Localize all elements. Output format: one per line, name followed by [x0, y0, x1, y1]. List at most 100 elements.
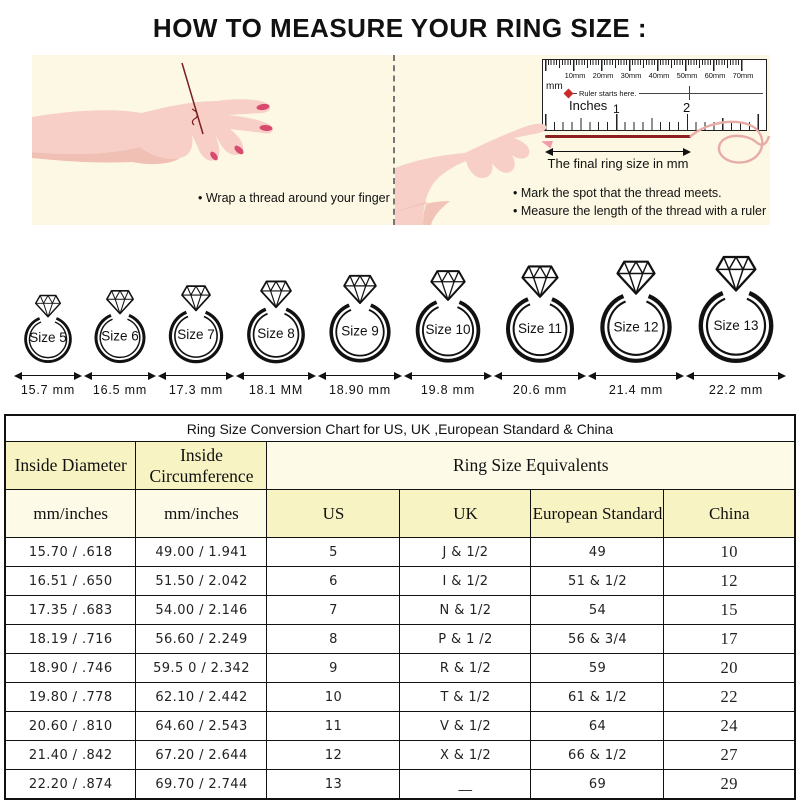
ruler-inches-label: Inches	[569, 98, 608, 113]
table-cell: N & 1/2	[399, 595, 532, 625]
ring-diameter-label: 21.4 mm	[608, 383, 664, 397]
table-row: 20.60 / .810 64.60 / 2.543 11 V & 1/2 64 24	[4, 711, 796, 741]
table-cell: 64.60 / 2.543	[135, 711, 268, 741]
table-cell: 11	[266, 711, 401, 741]
table-cell: 49.00 / 1.941	[135, 537, 268, 567]
final-size-label: The final ring size in mm	[547, 156, 689, 171]
ring-diameter-arrow	[14, 371, 82, 380]
table-cell: 22	[663, 682, 796, 712]
ruler-mm-labels: 10mm 20mm 30mm 40mm 50mm 60mm 70mm	[545, 71, 754, 80]
ring-size-label: Size 7	[177, 327, 215, 342]
ring-item: Size 6 16.5 mm	[84, 286, 156, 397]
ruler: 10mm 20mm 30mm 40mm 50mm 60mm 70mm mm Ruler st…	[542, 59, 767, 131]
table-cell: 51 & 1/2	[530, 566, 665, 596]
step-wrap-thread: Wrap a thread around your finger	[198, 191, 390, 205]
table-cell: 18.19 / .716	[4, 624, 137, 654]
thread-curl-illustration	[689, 120, 770, 164]
header-mm-inches-diameter: mm/inches	[4, 489, 137, 538]
ring-diameter-arrow	[404, 371, 492, 380]
diamond-ring-icon: Size 6	[90, 286, 150, 364]
ring-diameter-arrow	[236, 371, 316, 380]
ring-diameter-label: 18.90 mm	[329, 383, 391, 397]
table-cell: 64	[530, 711, 665, 741]
table-group-header-row: Inside Diameter Inside Circumference Rin…	[4, 441, 796, 490]
table-cell: 17.35 / .683	[4, 595, 137, 625]
table-cell: 15.70 / .618	[4, 537, 137, 567]
step-mark-spot: Mark the spot that the thread meets.	[513, 185, 766, 203]
diamond-ring-icon: Size 9	[324, 270, 396, 364]
final-size-arrow	[545, 147, 691, 156]
ring-item: Size 9 18.90 mm	[318, 270, 402, 397]
ruler-mm-label: 40mm	[648, 71, 670, 80]
ruler-mm-ticks	[545, 60, 743, 72]
thread-on-ruler	[545, 135, 691, 138]
table-cell: 9	[266, 653, 401, 683]
ring-size-label: Size 10	[425, 322, 470, 337]
table-cell: 15	[663, 595, 796, 625]
table-cell: 5	[266, 537, 401, 567]
table-cell: 20.60 / .810	[4, 711, 137, 741]
header-china: China	[663, 489, 796, 538]
ring-diameter-arrow	[158, 371, 234, 380]
table-cell: 56 & 3/4	[530, 624, 665, 654]
diamond-ring-icon: Size 5	[20, 291, 76, 364]
ring-diameter-label: 16.5 mm	[92, 383, 148, 397]
table-cell: V & 1/2	[399, 711, 532, 741]
ring-diameter-label: 18.1 MM	[248, 383, 304, 397]
diamond-ring-icon: Size 7	[164, 281, 228, 364]
table-cell: P & 1 /2	[399, 624, 532, 654]
table-cell: 61 & 1/2	[530, 682, 665, 712]
hand-with-thread-illustration	[32, 62, 273, 165]
ring-diameter-arrow	[686, 371, 786, 380]
page-title: HOW TO MEASURE YOUR RING SIZE :	[152, 13, 648, 43]
table-row: 21.40 / .842 67.20 / 2.644 12 X & 1/2 66 & 1…	[4, 740, 796, 770]
table-cell: 10	[663, 537, 796, 567]
table-cell: 22.20 / .874	[4, 769, 137, 800]
ring-item: Size 7 17.3 mm	[158, 281, 234, 397]
ring-item: Size 11 20.6 mm	[494, 260, 586, 397]
table-cell: J & 1/2	[399, 537, 532, 567]
ruler-start-marker-icon	[563, 88, 574, 99]
table-cell: 69	[530, 769, 665, 800]
table-cell: 7	[266, 595, 401, 625]
table-cell: __	[399, 769, 532, 800]
table-cell: R & 1/2	[399, 653, 532, 683]
ruler-inch-2-tick	[689, 86, 690, 100]
ring-item: Size 13 22.2 mm	[686, 250, 786, 397]
measure-steps: Mark the spot that the thread meets. Mea…	[513, 185, 766, 220]
ring-size-label: Size 11	[518, 321, 562, 336]
table-cell: 54	[530, 595, 665, 625]
header-european-standard: European Standard	[530, 489, 665, 538]
diamond-ring-icon: Size 12	[594, 255, 678, 364]
table-cell: 19.80 / .778	[4, 682, 137, 712]
ring-size-label: Size 5	[29, 330, 66, 345]
ring-item: Size 10 19.8 mm	[404, 265, 492, 397]
ring-item: Size 8 18.1 MM	[236, 276, 316, 397]
table-cell: 51.50 / 2.042	[135, 566, 268, 596]
table-cell: 62.10 / 2.442	[135, 682, 268, 712]
table-cell: 54.00 / 2.146	[135, 595, 268, 625]
table-cell: I & 1/2	[399, 566, 532, 596]
diamond-ring-icon: Size 11	[500, 260, 580, 364]
step-measure-length: Measure the length of the thread with a …	[513, 203, 766, 221]
how-to-panels: Wrap a thread around your finger 10mm 20m…	[32, 55, 770, 225]
table-caption-row: Ring Size Conversion Chart for US, UK ,E…	[4, 414, 796, 442]
ring-diameter-arrow	[494, 371, 586, 380]
diamond-ring-icon: Size 13	[692, 250, 780, 364]
ruler-inch-1: 1	[613, 102, 620, 116]
ring-diameter-arrow	[318, 371, 402, 380]
ring-diameter-arrow	[588, 371, 684, 380]
ring-diameter-label: 15.7 mm	[20, 383, 76, 397]
table-row: 18.19 / .716 56.60 / 2.249 8 P & 1 /2 56 & 3…	[4, 624, 796, 654]
ring-size-chart: Size 5 15.7 mm	[0, 239, 800, 397]
panel-wrap-thread: Wrap a thread around your finger	[32, 55, 393, 225]
ring-diameter-arrow	[84, 371, 156, 380]
ring-item: Size 12 21.4 mm	[588, 255, 684, 397]
ring-size-label: Size 9	[341, 324, 379, 339]
table-cell: 27	[663, 740, 796, 770]
header-us: US	[266, 489, 401, 538]
table-cell: 21.40 / .842	[4, 740, 137, 770]
table-cell: 56.60 / 2.249	[135, 624, 268, 654]
header-ring-size-equivalents: Ring Size Equivalents	[266, 441, 796, 490]
